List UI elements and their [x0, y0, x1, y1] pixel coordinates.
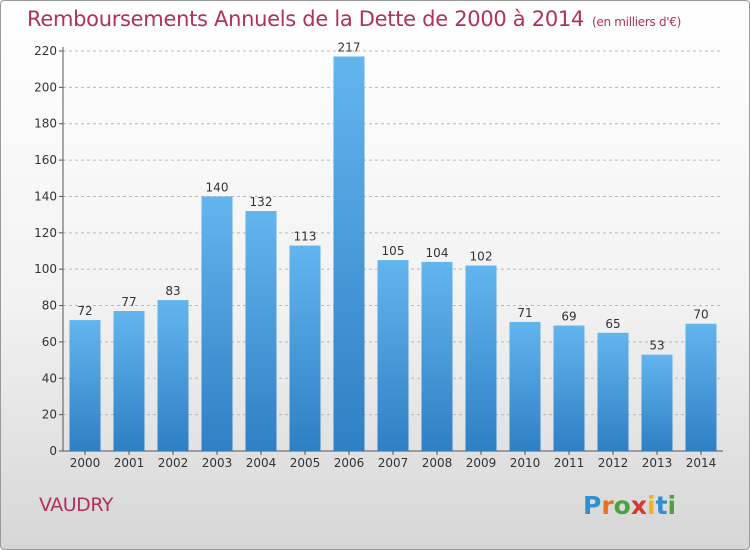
bar-value-label: 83: [165, 284, 180, 298]
y-tick-label: 140: [34, 189, 57, 203]
bar-value-label: 113: [294, 230, 317, 244]
logo-letter: i: [647, 491, 656, 520]
bar-value-label: 77: [121, 295, 136, 309]
x-tick-label: 2000: [70, 456, 101, 470]
bar-value-label: 71: [517, 306, 532, 320]
bar: [377, 260, 409, 451]
x-tick-label: 2011: [554, 456, 585, 470]
bar-value-label: 70: [693, 308, 708, 322]
logo-letter: P: [583, 491, 602, 520]
bar-value-label: 217: [338, 40, 361, 54]
x-tick-label: 2012: [598, 456, 629, 470]
y-tick-label: 40: [42, 371, 57, 385]
y-tick-label: 20: [42, 408, 57, 422]
y-tick-label: 200: [34, 80, 57, 94]
chart-title: Remboursements Annuels de la Dette de 20…: [27, 7, 681, 31]
y-tick-label: 100: [34, 262, 57, 276]
bar: [333, 56, 365, 452]
logo-letter: o: [613, 491, 631, 520]
y-tick-label: 120: [34, 226, 57, 240]
bar-value-label: 102: [470, 250, 493, 264]
y-tick-label: 160: [34, 153, 57, 167]
bar-value-label: 65: [605, 317, 620, 331]
x-tick-label: 2013: [642, 456, 673, 470]
x-tick-label: 2007: [378, 456, 409, 470]
x-tick-label: 2010: [510, 456, 541, 470]
bar-value-label: 140: [206, 180, 229, 194]
bar: [245, 211, 277, 451]
y-tick-label: 60: [42, 335, 57, 349]
x-tick-label: 2003: [202, 456, 233, 470]
commune-name: VAUDRY: [39, 494, 113, 516]
y-tick-label: 220: [34, 44, 57, 58]
bar: [289, 245, 321, 451]
bar: [553, 325, 585, 451]
logo-letter: r: [601, 491, 614, 520]
logo-letter: x: [630, 491, 647, 520]
logo-letter: t: [655, 491, 668, 520]
bar: [509, 321, 541, 451]
bar-value-label: 104: [426, 246, 449, 260]
bar: [465, 265, 497, 451]
x-tick-label: 2001: [114, 456, 145, 470]
unit-label: (en milliers d'€): [592, 15, 682, 29]
bar: [685, 323, 717, 451]
x-tick-label: 2006: [334, 456, 365, 470]
y-tick-label: 0: [49, 444, 57, 458]
bar-value-label: 53: [649, 339, 664, 353]
bar: [69, 320, 101, 451]
chart-title-text: Remboursements Annuels de la Dette de 20…: [27, 7, 584, 31]
logo-letter: i: [667, 491, 677, 520]
bar-value-label: 69: [561, 310, 576, 324]
bar-value-label: 105: [382, 244, 405, 258]
x-tick-label: 2009: [466, 456, 497, 470]
x-tick-label: 2002: [158, 456, 189, 470]
y-tick-label: 180: [34, 117, 57, 131]
bar: [597, 332, 629, 451]
bar-value-label: 132: [250, 195, 273, 209]
bar: [641, 354, 673, 451]
bar: [113, 311, 145, 451]
bar: [201, 196, 233, 451]
bar: [157, 300, 189, 451]
y-tick-label: 80: [42, 299, 57, 313]
bar-value-label: 72: [77, 304, 92, 318]
proxiti-logo: Proxiti: [583, 491, 676, 520]
bar: [421, 261, 453, 451]
x-tick-label: 2005: [290, 456, 321, 470]
x-tick-label: 2004: [246, 456, 277, 470]
x-tick-label: 2008: [422, 456, 453, 470]
x-tick-label: 2014: [686, 456, 717, 470]
